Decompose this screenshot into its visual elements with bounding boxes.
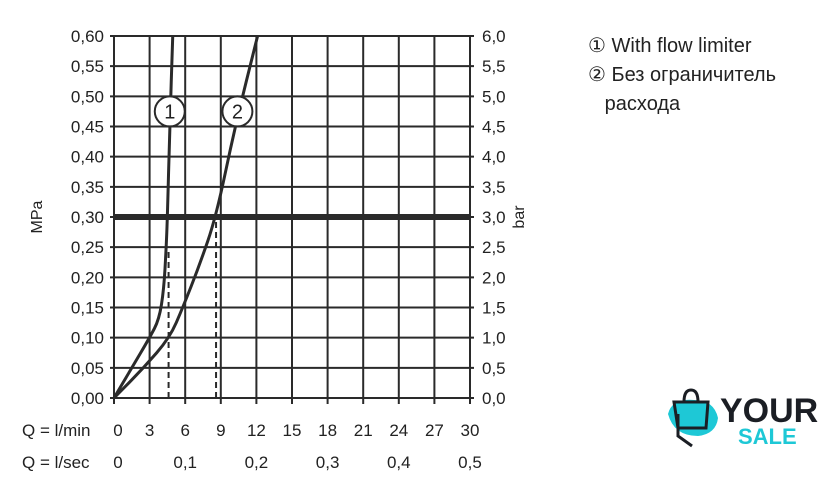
series-line-2	[112, 35, 260, 400]
x-tick-lmin: 9	[216, 421, 225, 440]
x-axis-label-lmin: Q = l/min	[22, 421, 91, 440]
y-tick-right: 5,5	[482, 57, 506, 76]
x-tick-lmin: 27	[425, 421, 444, 440]
legend-text: With flow limiter	[611, 35, 752, 57]
x-tick-lmin: 18	[318, 421, 337, 440]
series-label-circle	[153, 95, 186, 128]
svg-text:SALE: SALE	[738, 424, 797, 449]
y-tick-left: 0,50	[71, 87, 104, 106]
y-tick-left: 0,30	[71, 208, 104, 227]
y-tick-left: 0,15	[71, 299, 104, 318]
x-tick-lsec: 0,5	[458, 453, 482, 472]
x-tick-lmin: 0	[113, 421, 122, 440]
y-tick-right: 5,0	[482, 87, 506, 106]
y-tick-right: 1,0	[482, 329, 506, 348]
shopping-bag-hand-icon: YOUR SALE	[668, 388, 818, 449]
y-tick-left: 0,25	[71, 238, 104, 257]
x-axis-label-lsec: Q = l/sec	[22, 453, 90, 472]
x-tick-lsec: 0,3	[316, 453, 340, 472]
x-tick-lsec: 0,4	[387, 453, 411, 472]
x-tick-lmin: 30	[461, 421, 480, 440]
y-tick-left: 0,60	[71, 27, 104, 46]
svg-text:YOUR: YOUR	[720, 392, 818, 430]
y-tick-right: 2,0	[482, 268, 506, 287]
y-tick-left: 0,20	[71, 268, 104, 287]
legend-item-1: ① With flow limiter	[588, 32, 776, 61]
y-tick-left: 0,05	[71, 359, 104, 378]
x-tick-lmin: 21	[354, 421, 373, 440]
flow-chart: 0,000,050,100,150,200,250,300,350,400,45…	[22, 27, 528, 472]
y-tick-right: 3,5	[482, 178, 506, 197]
legend-marker: ①	[588, 35, 606, 57]
legend: ① With flow limiter ② Без ограничитель р…	[588, 32, 776, 119]
y-tick-left: 0,35	[71, 178, 104, 197]
y-tick-right: 6,0	[482, 27, 506, 46]
x-tick-lsec: 0,1	[173, 453, 197, 472]
y-tick-right: 4,5	[482, 118, 506, 137]
x-tick-lsec: 0	[113, 453, 122, 472]
x-tick-lmin: 24	[389, 421, 408, 440]
y-tick-right: 3,0	[482, 208, 506, 227]
y-tick-left: 0,40	[71, 148, 104, 167]
y-tick-right: 2,5	[482, 238, 506, 257]
y-tick-left: 0,00	[71, 389, 104, 408]
legend-item-2: ② Без ограничитель расхода	[588, 61, 776, 119]
y-tick-right: 0,5	[482, 359, 506, 378]
y-axis-label-right: bar	[511, 205, 528, 229]
y-tick-left: 0,45	[71, 118, 104, 137]
x-tick-lmin: 6	[180, 421, 189, 440]
y-tick-left: 0,10	[71, 329, 104, 348]
x-tick-lsec: 0,2	[245, 453, 269, 472]
legend-marker: ②	[588, 64, 606, 86]
x-tick-lmin: 3	[145, 421, 154, 440]
y-tick-right: 0,0	[482, 389, 506, 408]
y-tick-right: 4,0	[482, 148, 506, 167]
y-tick-left: 0,55	[71, 57, 104, 76]
your-sale-logo: YOUR SALE	[664, 384, 840, 454]
series-label: 2	[232, 101, 243, 123]
series-label-circle	[221, 95, 254, 128]
legend-text: Без ограничитель расхода	[604, 64, 776, 115]
x-tick-lmin: 15	[283, 421, 302, 440]
y-axis-label-left: MPa	[29, 200, 46, 233]
y-tick-right: 1,5	[482, 299, 506, 318]
x-tick-lmin: 12	[247, 421, 266, 440]
series-label: 1	[164, 101, 175, 123]
series-line-1	[112, 35, 175, 399]
